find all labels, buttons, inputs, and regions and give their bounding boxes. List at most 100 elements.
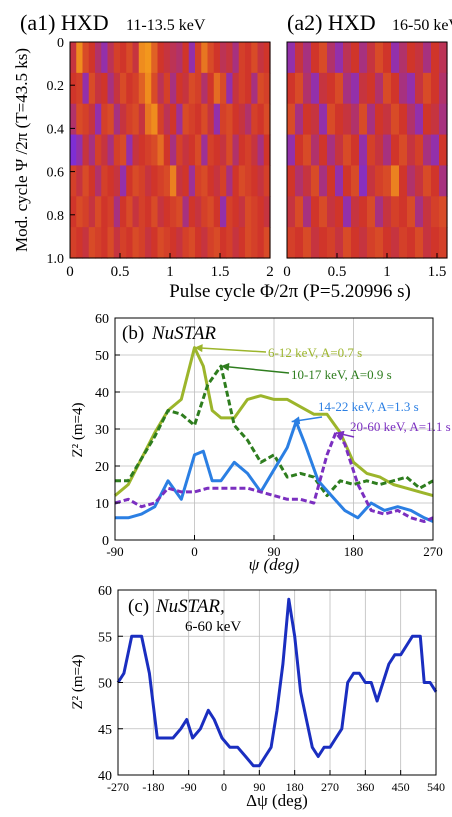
panel-c-title-italic: NuSTAR, <box>155 596 225 617</box>
heatmap-cell <box>195 103 202 136</box>
heatmap-cell <box>232 42 240 74</box>
heatmap-cell <box>263 134 271 167</box>
panel-a1-heatmap: (a1) HXD 11-13.5 keV 0 0.5 1 1.5 2 0 0.2 0.4 0.6… <box>12 10 274 280</box>
heatmap-cell <box>238 196 246 228</box>
heatmap-cell <box>375 103 384 136</box>
heatmap-cell <box>182 227 190 259</box>
heatmap-cell <box>375 72 384 105</box>
panel-c-xlabel: Δψ (deg) <box>246 791 308 810</box>
heatmap-cell <box>213 42 221 74</box>
panel-c-subtitle: 6-60 keV <box>185 619 241 635</box>
panel-c-title: (c) <box>128 596 149 617</box>
heatmap-cell <box>407 42 416 74</box>
heatmap-cell <box>343 196 352 228</box>
heatmap-cell <box>245 42 252 74</box>
heatmap-cell <box>335 196 344 228</box>
heatmap-cell <box>201 72 209 105</box>
heatmap-cell <box>113 196 121 228</box>
heatmap-cell <box>383 165 392 197</box>
heatmap-cell <box>70 196 77 228</box>
heatmap-cell <box>170 134 177 167</box>
panel-a2-energy-label: 16-50 keV <box>392 17 452 34</box>
heatmap-cell <box>263 227 271 259</box>
heatmap-cell <box>126 103 134 136</box>
heatmap-cell <box>201 227 209 259</box>
shared-xlabel: Pulse cycle Φ/2π (P=5.20996 s) <box>169 281 411 302</box>
heatmap-cell <box>88 196 96 228</box>
heatmap-cell <box>163 103 171 136</box>
heatmap-cell <box>303 72 312 105</box>
heatmap-cell <box>145 196 152 228</box>
heatmap-cell <box>263 72 271 105</box>
heatmap-cell <box>70 165 77 197</box>
heatmap-cell <box>176 103 184 136</box>
heatmap-cell <box>327 227 336 259</box>
panel-b-annotations: 6-12 keV, A=0.7 s 10-17 keV, A=0.9 s 14-22… <box>194 344 451 439</box>
x-tick-label: 270 <box>423 544 443 559</box>
heatmap-cell <box>213 103 221 136</box>
heatmap-cell <box>367 227 376 259</box>
heatmap-cell <box>176 196 184 228</box>
heatmap-cell <box>391 42 400 74</box>
heatmap-cell <box>439 196 448 228</box>
heatmap-cell <box>391 134 400 167</box>
heatmap-cell <box>182 134 190 167</box>
heatmap-cell <box>101 103 109 136</box>
heatmap-cell <box>335 72 344 105</box>
heatmap-cell <box>88 134 96 167</box>
heatmap-cell <box>327 134 336 167</box>
heatmap-cell <box>207 196 215 228</box>
heatmap-cell <box>238 42 246 74</box>
heatmap-cell <box>145 72 152 105</box>
panel-a2-title: (a2) HXD <box>287 10 376 35</box>
heatmap-cell <box>351 103 360 136</box>
heatmap-cell <box>70 134 77 167</box>
heatmap-cell <box>101 72 109 105</box>
heatmap-cell <box>245 72 252 105</box>
heatmap-cell <box>145 42 152 74</box>
heatmap-cell <box>399 165 408 197</box>
heatmap-cell <box>407 165 416 197</box>
x-tick-label: -180 <box>142 780 164 794</box>
heatmap-cell <box>439 165 448 197</box>
heatmap-cell <box>138 196 146 228</box>
heatmap-cell <box>375 196 384 228</box>
heatmap-cell <box>311 165 320 197</box>
heatmap-cell <box>251 165 259 197</box>
heatmap-cell <box>257 165 265 197</box>
panel-a2-cells <box>287 42 448 259</box>
heatmap-cell <box>263 103 271 136</box>
x-tick-label: 1.5 <box>211 264 230 280</box>
heatmap-cell <box>151 72 159 105</box>
heatmap-cell <box>367 103 376 136</box>
heatmap-cell <box>163 72 171 105</box>
heatmap-cell <box>170 196 177 228</box>
x-tick-label: 1 <box>383 264 391 280</box>
heatmap-cell <box>423 103 432 136</box>
heatmap-cell <box>126 227 134 259</box>
heatmap-cell <box>375 165 384 197</box>
heatmap-cell <box>311 227 320 259</box>
heatmap-cell <box>207 72 215 105</box>
heatmap-cell <box>195 196 202 228</box>
heatmap-cell <box>391 103 400 136</box>
heatmap-cell <box>132 165 140 197</box>
heatmap-cell <box>245 103 252 136</box>
heatmap-cell <box>423 196 432 228</box>
x-tick-label: 90 <box>253 780 265 794</box>
x-tick-label: 0 <box>66 264 74 280</box>
panel-c-line-chart: -270 -180 -90 0 90 180 270 360 450 5404045505560 … <box>70 584 445 810</box>
heatmap-cell <box>439 103 448 136</box>
panel-b-lines <box>114 346 434 523</box>
panel-a2-ticks: 0 0.5 1 1.5 <box>283 253 446 280</box>
heatmap-cell <box>251 227 259 259</box>
heatmap-cell <box>157 165 165 197</box>
heatmap-cell <box>295 165 304 197</box>
series-line-3 <box>114 431 434 523</box>
heatmap-cell <box>257 103 265 136</box>
series-label-3: 20-60 keV, A=1.1 s <box>350 419 451 434</box>
y-tick-label: 60 <box>95 312 109 327</box>
heatmap-cell <box>132 227 140 259</box>
heatmap-cell <box>287 103 296 136</box>
